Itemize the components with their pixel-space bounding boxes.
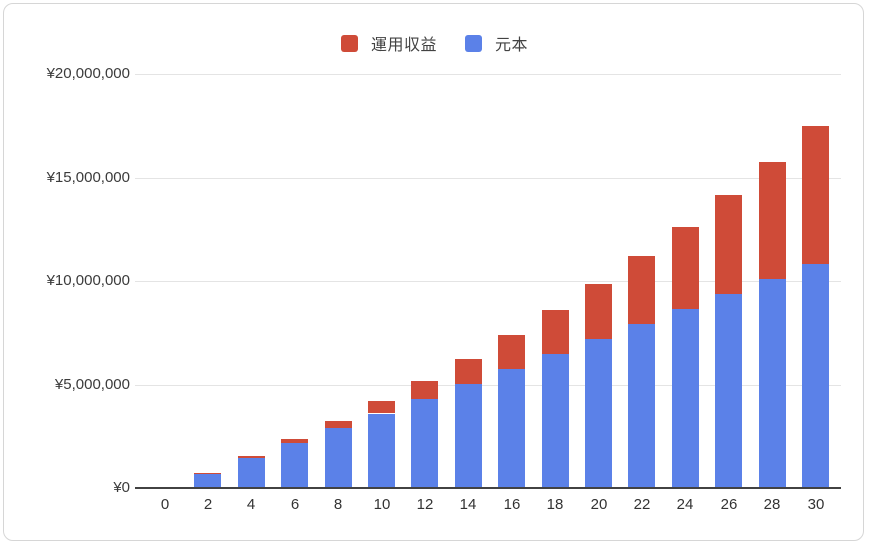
x-axis-tick-label: 16 (503, 496, 521, 513)
x-axis-tick-label: 0 (160, 496, 170, 513)
bar-principal-year-10[interactable] (368, 413, 395, 488)
bar-returns-year-6[interactable] (281, 439, 308, 444)
bar-returns-year-20[interactable] (585, 284, 612, 339)
y-axis-tick-label: ¥15,000,000 (46, 169, 130, 186)
bar-returns-year-18[interactable] (542, 310, 569, 354)
x-axis-tick-label: 2 (203, 496, 213, 513)
bar-principal-year-20[interactable] (585, 339, 612, 488)
x-axis-tick-label: 22 (633, 496, 651, 513)
bar-principal-year-26[interactable] (715, 294, 742, 488)
x-axis-tick-label: 6 (290, 496, 300, 513)
legend-swatch-returns-icon (340, 34, 358, 52)
bar-principal-year-6[interactable] (281, 443, 308, 488)
x-axis-tick-label: 26 (720, 496, 738, 513)
y-axis-tick-label: ¥20,000,000 (46, 65, 130, 82)
bar-returns-year-4[interactable] (238, 456, 265, 459)
gridline (135, 385, 841, 386)
legend-item-returns[interactable]: 運用収益 (340, 31, 437, 55)
x-axis-tick-label: 20 (590, 496, 608, 513)
bar-principal-year-18[interactable] (542, 353, 569, 488)
bar-returns-year-10[interactable] (368, 401, 395, 414)
legend-label-returns: 運用収益 (370, 37, 437, 54)
bar-principal-year-30[interactable] (802, 264, 829, 488)
chart-legend: 運用収益 元本 (0, 31, 869, 55)
gridline (135, 74, 841, 75)
bar-principal-year-28[interactable] (759, 279, 786, 488)
x-axis-tick-label: 30 (807, 496, 825, 513)
bar-returns-year-8[interactable] (325, 420, 352, 429)
x-axis-tick-label: 28 (763, 496, 781, 513)
bar-returns-year-26[interactable] (715, 195, 742, 295)
bar-principal-year-8[interactable] (325, 428, 352, 488)
x-axis-tick-label: 4 (246, 496, 256, 513)
x-axis-tick-label: 10 (373, 496, 391, 513)
bar-returns-year-22[interactable] (628, 256, 655, 325)
x-axis-tick-label: 12 (416, 496, 434, 513)
bar-principal-year-16[interactable] (498, 368, 525, 488)
bar-returns-year-14[interactable] (455, 358, 482, 384)
legend-item-principal[interactable]: 元本 (465, 31, 528, 55)
bar-principal-year-12[interactable] (411, 398, 438, 488)
bar-principal-year-2[interactable] (194, 473, 221, 488)
legend-label-principal: 元本 (495, 37, 529, 54)
gridline (135, 178, 841, 179)
gridline (135, 281, 841, 282)
x-axis-line (135, 487, 841, 489)
x-axis-tick-label: 24 (676, 496, 694, 513)
y-axis-tick-label: ¥5,000,000 (54, 376, 130, 393)
y-axis-tick-label: ¥10,000,000 (46, 272, 130, 289)
legend-swatch-principal-icon (465, 34, 482, 52)
bar-principal-year-14[interactable] (455, 383, 482, 488)
bar-returns-year-16[interactable] (498, 335, 525, 369)
y-axis-tick-label: ¥0 (113, 479, 130, 496)
x-axis-tick-label: 18 (546, 496, 564, 513)
bar-returns-year-12[interactable] (411, 380, 438, 399)
x-axis-tick-label: 8 (333, 496, 343, 513)
bar-returns-year-24[interactable] (672, 226, 699, 310)
bar-returns-year-30[interactable] (802, 126, 829, 265)
x-axis-tick-label: 14 (459, 496, 477, 513)
bar-returns-year-28[interactable] (759, 161, 786, 280)
bar-principal-year-22[interactable] (628, 324, 655, 488)
bar-principal-year-24[interactable] (672, 309, 699, 488)
bar-principal-year-4[interactable] (238, 458, 265, 488)
